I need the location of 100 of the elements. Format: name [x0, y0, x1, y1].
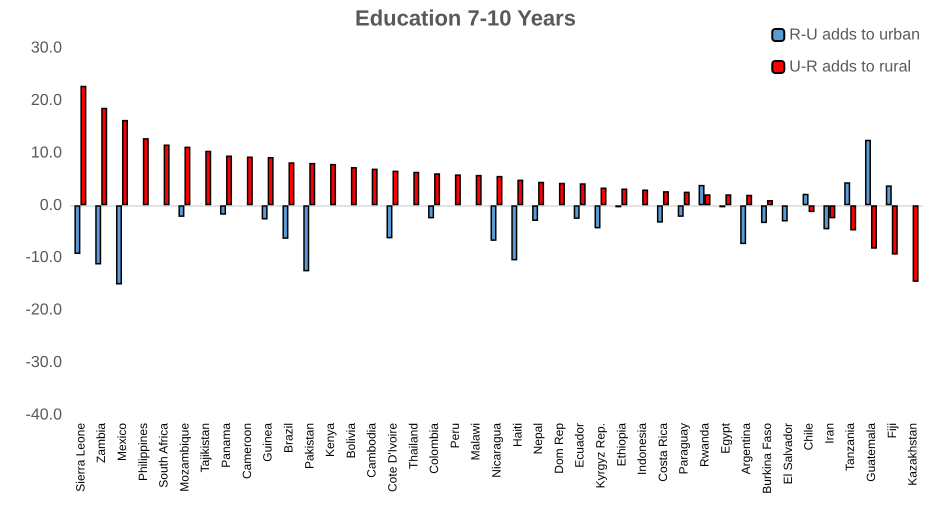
bar: [142, 138, 149, 206]
x-tick-label: Panama: [219, 422, 234, 468]
x-tick-label: Chile: [802, 422, 816, 450]
chart-title: Education 7-10 Years: [355, 6, 576, 30]
bar: [864, 140, 871, 206]
bar: [802, 194, 809, 206]
x-tick-label: Nepal: [531, 423, 546, 454]
bar: [850, 205, 856, 230]
bar: [303, 205, 310, 272]
x-tick-label: Dom Rep: [552, 422, 566, 474]
x-tick-label: Thailand: [406, 423, 420, 470]
bar: [725, 194, 732, 206]
bar: [621, 188, 628, 206]
y-tick-label: 0.0: [40, 196, 62, 214]
bar: [95, 205, 102, 265]
bar: [656, 205, 663, 223]
x-tick-label: Mozambique: [177, 422, 192, 492]
x-tick-label: Argentina: [739, 422, 754, 474]
bar: [517, 180, 524, 206]
bar: [912, 205, 919, 282]
bar: [574, 205, 580, 219]
x-tick-label: Brazil: [281, 423, 296, 454]
bar: [386, 205, 392, 238]
bar: [684, 192, 690, 206]
x-tick-label: Iran: [822, 423, 836, 444]
x-tick-label: Ethiopia: [614, 422, 628, 466]
bar: [178, 205, 184, 217]
bar: [642, 190, 648, 206]
bar: [558, 182, 565, 206]
x-tick-label: Cameroon: [240, 423, 254, 480]
x-tick-label: Nicaragua: [490, 422, 504, 478]
x-tick-label: Cote D'Ivoire: [385, 422, 400, 492]
bar: [496, 176, 502, 206]
x-tick-label: Egypt: [718, 422, 732, 454]
bar: [122, 120, 128, 206]
bar: [350, 167, 357, 206]
bar: [413, 172, 420, 206]
x-tick-label: Peru: [448, 423, 462, 448]
bar: [220, 205, 226, 215]
bar: [760, 205, 767, 224]
bar: [532, 205, 538, 222]
bar: [678, 205, 684, 217]
bar: [662, 191, 669, 206]
bar: [600, 187, 607, 206]
x-tick-label: Tajikistan: [198, 423, 212, 472]
y-tick-label: 30.0: [30, 40, 62, 56]
bar: [262, 205, 268, 220]
legend-label: U-R adds to rural: [789, 58, 912, 76]
y-tick-label: -20.0: [26, 302, 62, 319]
x-tick-label: Tanzania: [843, 422, 858, 472]
x-tick-label: Fiji: [884, 423, 899, 438]
bar: [246, 156, 253, 206]
bar: [886, 185, 892, 206]
bar: [282, 205, 288, 239]
y-tick-label: 10.0: [30, 144, 62, 162]
x-tick-label: Haiti: [510, 423, 524, 448]
bar: [454, 174, 461, 206]
bar: [580, 183, 586, 206]
bar: [476, 174, 482, 206]
bar: [392, 170, 398, 206]
x-tick-label: Kazakhstan: [906, 423, 920, 486]
bar: [330, 164, 336, 206]
x-tick-label: Cambodia: [364, 422, 379, 478]
bar: [782, 205, 788, 222]
x-tick-label: Zambia: [94, 422, 108, 464]
bar: [746, 194, 752, 206]
bar: [226, 155, 232, 206]
bar: [184, 146, 190, 206]
x-tick-label: Ecuador: [572, 423, 587, 468]
bar: [870, 205, 877, 249]
bar: [372, 168, 378, 206]
bar: [490, 205, 496, 241]
x-tick-label: Rwanda: [698, 422, 712, 468]
bar: [80, 86, 86, 206]
bar: [101, 108, 108, 206]
bar: [766, 200, 773, 206]
x-tick-label: Pakistan: [302, 423, 316, 470]
bar: [74, 205, 80, 254]
x-tick-label: Guatemala: [864, 422, 878, 482]
x-tick-label: Guinea: [260, 422, 275, 462]
bar: [808, 205, 815, 212]
y-tick-label: 20.0: [30, 92, 62, 109]
bar: [740, 205, 746, 244]
bar: [268, 157, 274, 206]
x-tick-label: Burkina Faso: [760, 422, 774, 494]
x-tick-label: Indonesia: [635, 422, 650, 476]
y-tick-label: -10.0: [26, 249, 62, 266]
x-tick-label: Sierra Leone: [73, 422, 88, 492]
bar: [538, 182, 544, 206]
bar: [511, 205, 518, 260]
x-tick-label: Kyrgyz Rep.: [594, 423, 608, 488]
bar: [288, 162, 294, 206]
bar: [892, 205, 898, 255]
bar: [428, 205, 434, 218]
bar: [116, 205, 122, 284]
y-tick-label: -40.0: [26, 406, 62, 424]
legend-label: R-U adds to urban: [789, 26, 920, 44]
y-tick-label: -30.0: [26, 354, 62, 372]
bar: [434, 173, 440, 206]
x-tick-label: El Salvador: [780, 423, 795, 484]
